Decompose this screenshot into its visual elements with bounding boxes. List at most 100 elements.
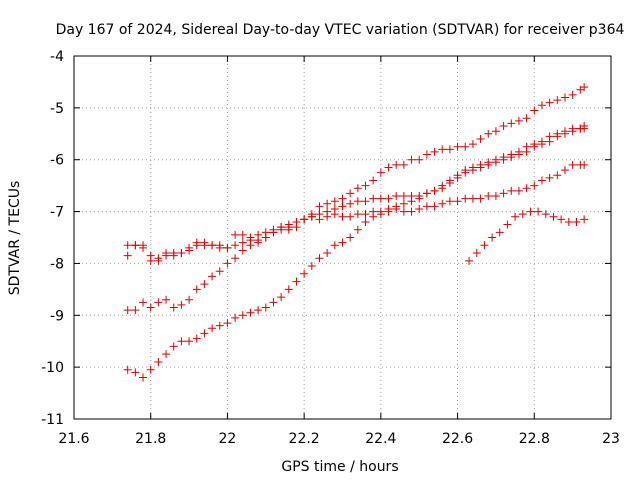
data-point	[154, 256, 163, 265]
data-point	[438, 181, 447, 190]
data-point	[560, 127, 569, 136]
data-point	[461, 194, 470, 203]
data-point	[507, 119, 516, 128]
grid-lines	[74, 56, 611, 419]
data-point	[568, 124, 577, 133]
y-axis: -11 -10 -9 -8 -7 -6 -5 -4	[41, 49, 611, 428]
data-point	[514, 186, 523, 195]
data-point	[223, 243, 232, 252]
data-point	[484, 192, 493, 201]
data-point	[208, 272, 217, 281]
data-point	[300, 215, 309, 224]
data-point	[530, 181, 539, 190]
data-point	[453, 197, 462, 206]
data-point	[361, 197, 370, 206]
data-point	[215, 267, 224, 276]
data-point	[139, 373, 148, 382]
data-point	[261, 233, 270, 242]
data-point	[522, 184, 531, 193]
data-point	[292, 217, 301, 226]
data-point	[369, 194, 378, 203]
data-point	[323, 212, 332, 221]
data-point	[269, 298, 278, 307]
data-point	[185, 246, 194, 255]
data-point	[545, 132, 554, 141]
data-point	[553, 171, 562, 180]
data-point	[315, 215, 324, 224]
data-point	[131, 368, 140, 377]
data-point	[580, 160, 589, 169]
data-point	[376, 194, 385, 203]
data-point	[465, 256, 474, 265]
data-point	[177, 300, 186, 309]
data-point	[323, 249, 332, 258]
data-point	[430, 147, 439, 156]
data-point	[399, 199, 408, 208]
data-point	[545, 173, 554, 182]
data-point	[208, 241, 217, 250]
data-point	[376, 168, 385, 177]
x-tick-label: 22	[219, 431, 237, 447]
data-point	[445, 176, 454, 185]
data-point	[369, 212, 378, 221]
data-point	[346, 212, 355, 221]
data-point	[146, 251, 155, 260]
data-point	[139, 241, 148, 250]
x-axis: 21.6 21.8 22 22.2 22.4 22.6 22.8 23	[58, 56, 620, 447]
data-point	[192, 241, 201, 250]
data-point	[445, 197, 454, 206]
x-tick-label: 21.8	[135, 431, 166, 447]
data-point	[422, 150, 431, 159]
data-point	[484, 158, 493, 167]
data-point	[361, 217, 370, 226]
data-point	[185, 295, 194, 304]
data-point	[392, 192, 401, 201]
data-point	[261, 303, 270, 312]
plot-frame	[73, 55, 612, 420]
data-point	[346, 189, 355, 198]
data-point	[139, 298, 148, 307]
data-point	[123, 306, 132, 315]
data-point	[208, 324, 217, 333]
data-point	[572, 217, 581, 226]
data-point	[537, 101, 546, 110]
data-point	[537, 137, 546, 146]
data-point	[445, 145, 454, 154]
data-point	[330, 241, 339, 250]
data-point	[346, 199, 355, 208]
data-point	[415, 155, 424, 164]
y-tick-label: -8	[50, 256, 64, 272]
data-point	[384, 207, 393, 216]
series-4	[123, 160, 589, 382]
data-point	[468, 140, 477, 149]
data-point	[277, 293, 286, 302]
data-point	[526, 207, 535, 216]
y-tick-label: -10	[41, 360, 64, 376]
data-point	[238, 238, 247, 247]
data-point	[169, 303, 178, 312]
data-point	[384, 163, 393, 172]
x-tick-label: 21.6	[58, 431, 89, 447]
y-tick-label: -6	[50, 153, 64, 169]
data-point	[430, 186, 439, 195]
data-point	[246, 241, 255, 250]
data-point	[564, 217, 573, 226]
data-point	[580, 215, 589, 224]
data-point	[484, 129, 493, 138]
data-point	[422, 202, 431, 211]
data-point	[369, 176, 378, 185]
data-point	[534, 207, 543, 216]
data-point	[200, 280, 209, 289]
data-point	[223, 319, 232, 328]
data-point	[315, 254, 324, 263]
data-point	[553, 129, 562, 138]
data-point	[399, 207, 408, 216]
data-point	[131, 306, 140, 315]
data-point	[399, 192, 408, 201]
x-tick-label: 22.8	[519, 431, 550, 447]
y-tick-label: -4	[50, 49, 64, 65]
data-point	[545, 98, 554, 107]
data-point	[131, 241, 140, 250]
data-point	[511, 212, 520, 221]
